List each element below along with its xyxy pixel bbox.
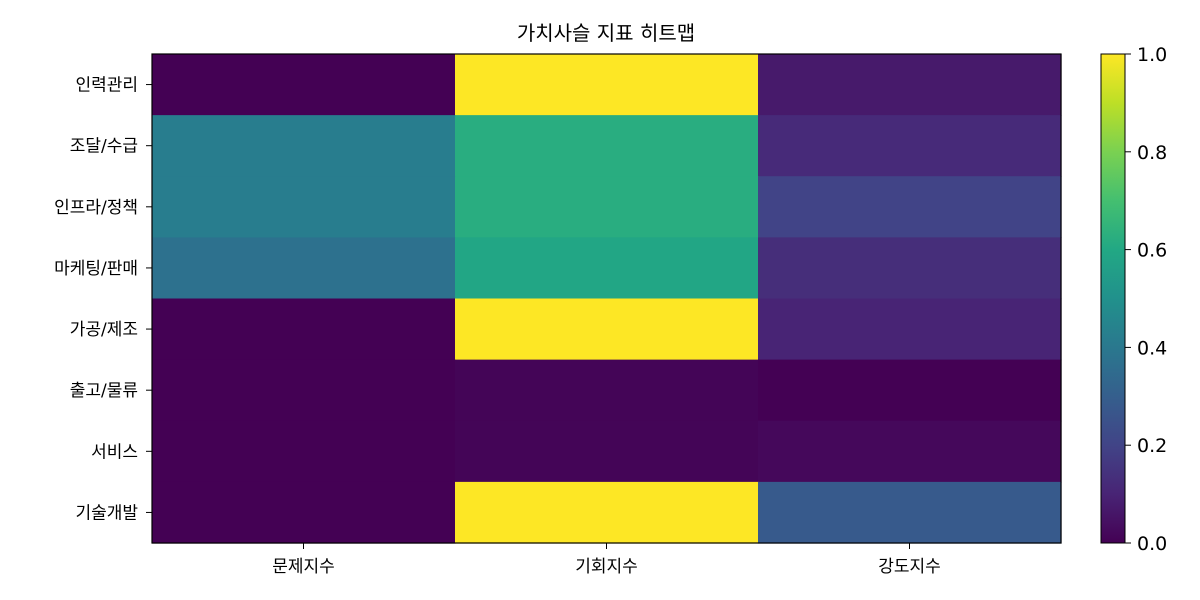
- heatmap-cell: [455, 481, 759, 544]
- heatmap-cell: [152, 115, 456, 177]
- heatmap-cell: [455, 176, 759, 238]
- y-tick-label: 인프라/정책: [54, 198, 138, 218]
- heatmap-cell: [152, 481, 456, 544]
- heatmap-cell: [455, 54, 759, 116]
- y-tick-label: 마케팅/판매: [54, 259, 138, 279]
- colorbar-tick-label: 0.0: [1137, 533, 1167, 555]
- heatmap-cell: [455, 420, 759, 483]
- heatmap-cell: [758, 54, 1062, 116]
- heatmap-cell: [758, 176, 1062, 238]
- heatmap-cell: [758, 420, 1062, 483]
- x-axis: 문제지수 기회지수 강도지수: [272, 543, 941, 577]
- colorbar-tick-label: 0.2: [1137, 435, 1167, 457]
- heatmap-cell: [758, 115, 1062, 177]
- colorbar-tick-label: 1.0: [1137, 44, 1167, 66]
- colorbar-axis: 0.0 0.2 0.4 0.6 0.8 1.0: [1125, 44, 1167, 555]
- heatmap-cells: [152, 54, 1062, 544]
- chart-title: 가치사슬 지표 히트맵: [517, 21, 695, 45]
- y-tick-label: 기술개발: [75, 503, 138, 523]
- heatmap-cell: [152, 176, 456, 238]
- heatmap-cell: [758, 359, 1062, 422]
- y-tick-label: 서비스: [91, 442, 138, 462]
- colorbar-tick-label: 0.8: [1137, 142, 1167, 164]
- y-tick-label: 인력관리: [75, 76, 138, 96]
- heatmap-cell: [152, 298, 456, 361]
- heatmap-cell: [152, 359, 456, 422]
- y-tick-label: 가공/제조: [70, 320, 138, 340]
- heatmap-cell: [152, 54, 456, 116]
- heatmap-cell: [152, 237, 456, 300]
- y-tick-label: 출고/물류: [70, 381, 138, 401]
- y-tick-label: 조달/수급: [70, 137, 138, 157]
- heatmap-cell: [455, 115, 759, 177]
- heatmap-cell: [455, 298, 759, 361]
- colorbar-tick-label: 0.6: [1137, 240, 1167, 262]
- heatmap-cell: [758, 481, 1062, 544]
- x-tick-label: 강도지수: [878, 557, 941, 577]
- heatmap-cell: [758, 237, 1062, 300]
- heatmap-cell: [152, 420, 456, 483]
- colorbar: [1100, 53, 1126, 544]
- colorbar-tick-label: 0.4: [1137, 337, 1167, 359]
- x-tick-label: 문제지수: [272, 557, 335, 577]
- heatmap-cell: [455, 237, 759, 300]
- x-tick-label: 기회지수: [575, 557, 638, 577]
- heatmap-cell: [758, 298, 1062, 361]
- heatmap-cell: [455, 359, 759, 422]
